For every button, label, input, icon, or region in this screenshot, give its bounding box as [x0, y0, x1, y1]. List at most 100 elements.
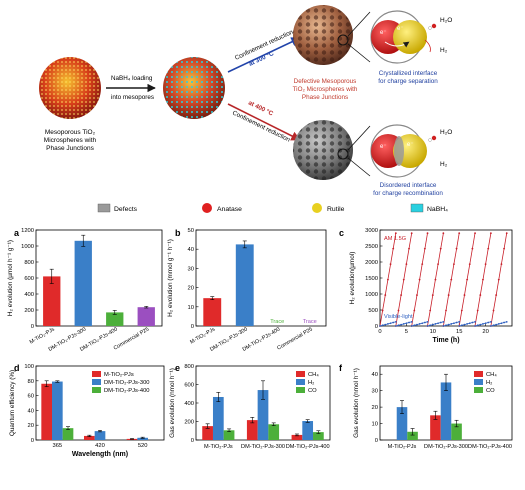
y-tick-label: 500 — [368, 308, 378, 314]
data-point — [410, 320, 413, 323]
data-point — [437, 322, 439, 325]
data-point — [463, 294, 466, 296]
bar — [396, 407, 408, 440]
bar — [202, 426, 213, 440]
y-tick-label: 10 — [188, 305, 194, 311]
data-point — [487, 247, 490, 250]
legend-swatch-0 — [97, 203, 111, 213]
data-point — [453, 322, 455, 325]
data-point — [439, 247, 442, 250]
data-point — [402, 323, 405, 325]
loading-label-line2: into mesopores — [111, 94, 154, 101]
bar — [407, 431, 418, 440]
lower-right-caption-line2: for charge recombination — [373, 190, 443, 197]
y-axis-label: Gas evolution (nmol h⁻¹) — [169, 368, 176, 438]
series-label-am15g: AM 1.5G — [384, 236, 406, 242]
loading-label-line1: NaBH₄ loading — [111, 75, 153, 82]
legend-swatch — [92, 371, 101, 377]
left-caption-line1: Mesoporous TiO₂ — [45, 129, 96, 136]
panel-letter-d: d — [14, 363, 20, 373]
electron-label-2: e⁻ — [397, 26, 404, 32]
data-point — [426, 320, 429, 323]
lower-reduction-arrow — [227, 103, 301, 141]
data-point — [458, 232, 461, 235]
data-point — [468, 322, 471, 325]
bar — [246, 420, 258, 440]
y-tick-label: 80 — [28, 379, 34, 385]
y-tick-label: 1000 — [21, 244, 34, 250]
bar — [137, 307, 155, 326]
data-point — [405, 322, 408, 325]
x-tick-label: DM-TiO₂-PJs-400 — [286, 444, 330, 450]
y-tick-label: 0 — [375, 438, 378, 444]
data-point — [458, 320, 461, 323]
upper-reduction-arrow — [227, 37, 301, 73]
left-caption-line3: Phase Junctions — [46, 145, 94, 152]
y-tick-label: 200 — [24, 308, 34, 314]
data-point — [421, 263, 424, 266]
y-tick-label: 10 — [372, 422, 378, 428]
data-point — [381, 324, 384, 327]
data-point — [394, 325, 397, 327]
data-point — [379, 325, 381, 327]
x-tick-label: DM-TiO₂-PJs-300 — [424, 444, 468, 450]
y-axis-label: H₂ evolution (µmol h⁻¹ g⁻¹) — [7, 240, 14, 316]
bar — [302, 421, 314, 440]
legend-label-0: Defects — [114, 206, 138, 213]
legend-swatch — [92, 387, 101, 393]
y-tick-label: 1500 — [365, 276, 378, 282]
legend-label: DM-TiO₂-PJs-400 — [104, 388, 150, 394]
bar — [440, 382, 452, 440]
mid-caption-line2: TiO₂ Microspheres with — [293, 86, 358, 93]
x-tick-label: 20 — [482, 329, 488, 335]
data-point — [397, 324, 400, 327]
data-point — [476, 324, 479, 327]
data-point — [479, 294, 482, 296]
x-tick-label: Commercial P25 — [113, 327, 151, 352]
series-line-0 — [379, 233, 508, 327]
y-tick-label: 600 — [24, 276, 34, 282]
y-tick-label: 20 — [188, 286, 194, 292]
bar — [84, 435, 95, 440]
data-point — [426, 325, 429, 327]
data-point — [389, 263, 392, 266]
data-point — [482, 278, 484, 281]
legend-swatch-2 — [312, 203, 322, 213]
bar — [74, 240, 92, 326]
data-point — [482, 323, 484, 325]
data-point — [505, 232, 508, 235]
data-point — [445, 309, 447, 312]
x-tick-label: 520 — [138, 443, 148, 449]
legend-label-2: Rutile — [327, 206, 345, 213]
data-point — [455, 247, 458, 250]
x-tick-label: DM-TiO₂-PJs-400 — [468, 444, 512, 450]
y-tick-label: 800 — [184, 364, 194, 370]
lower-arrow-line2: Confinement reduction — [231, 110, 291, 144]
legend-label: CO — [308, 388, 317, 394]
electron-label-3: e⁻ — [380, 144, 387, 150]
legend-swatch — [92, 379, 101, 385]
y-tick-label: 400 — [184, 401, 194, 407]
data-point — [484, 263, 487, 266]
mid-caption-line3: Phase Junctions — [302, 94, 348, 101]
data-point — [466, 278, 469, 281]
y-tick-label: 20 — [372, 405, 378, 411]
y-axis-label: H₂ evolution (mmol g⁻¹ h⁻¹) — [167, 239, 174, 317]
y-tick-label: 1000 — [365, 292, 378, 298]
chart-panel-c: 0 500 1000 1500 2000 2500 3000 H₂ evolution(µmo… — [349, 228, 513, 344]
chart-panel-d: 0 20 40 60 80 100 Quantum efficiency (%) 365 420… — [9, 364, 165, 458]
bar — [313, 432, 324, 440]
bar — [41, 383, 52, 440]
trace-annotation: Trace — [303, 319, 317, 325]
data-point — [500, 263, 503, 266]
data-point — [384, 323, 387, 326]
legend-label: H₂ — [308, 380, 314, 386]
y-tick-label: 30 — [188, 266, 194, 272]
y-tick-label: 60 — [28, 394, 34, 400]
h2o-lower: H₂O — [440, 129, 452, 136]
y-tick-label: 200 — [184, 420, 194, 426]
x-axis-label: Time (h) — [432, 337, 459, 344]
x-tick-label: 365 — [52, 443, 62, 449]
x-tick-label: 10 — [430, 329, 436, 335]
